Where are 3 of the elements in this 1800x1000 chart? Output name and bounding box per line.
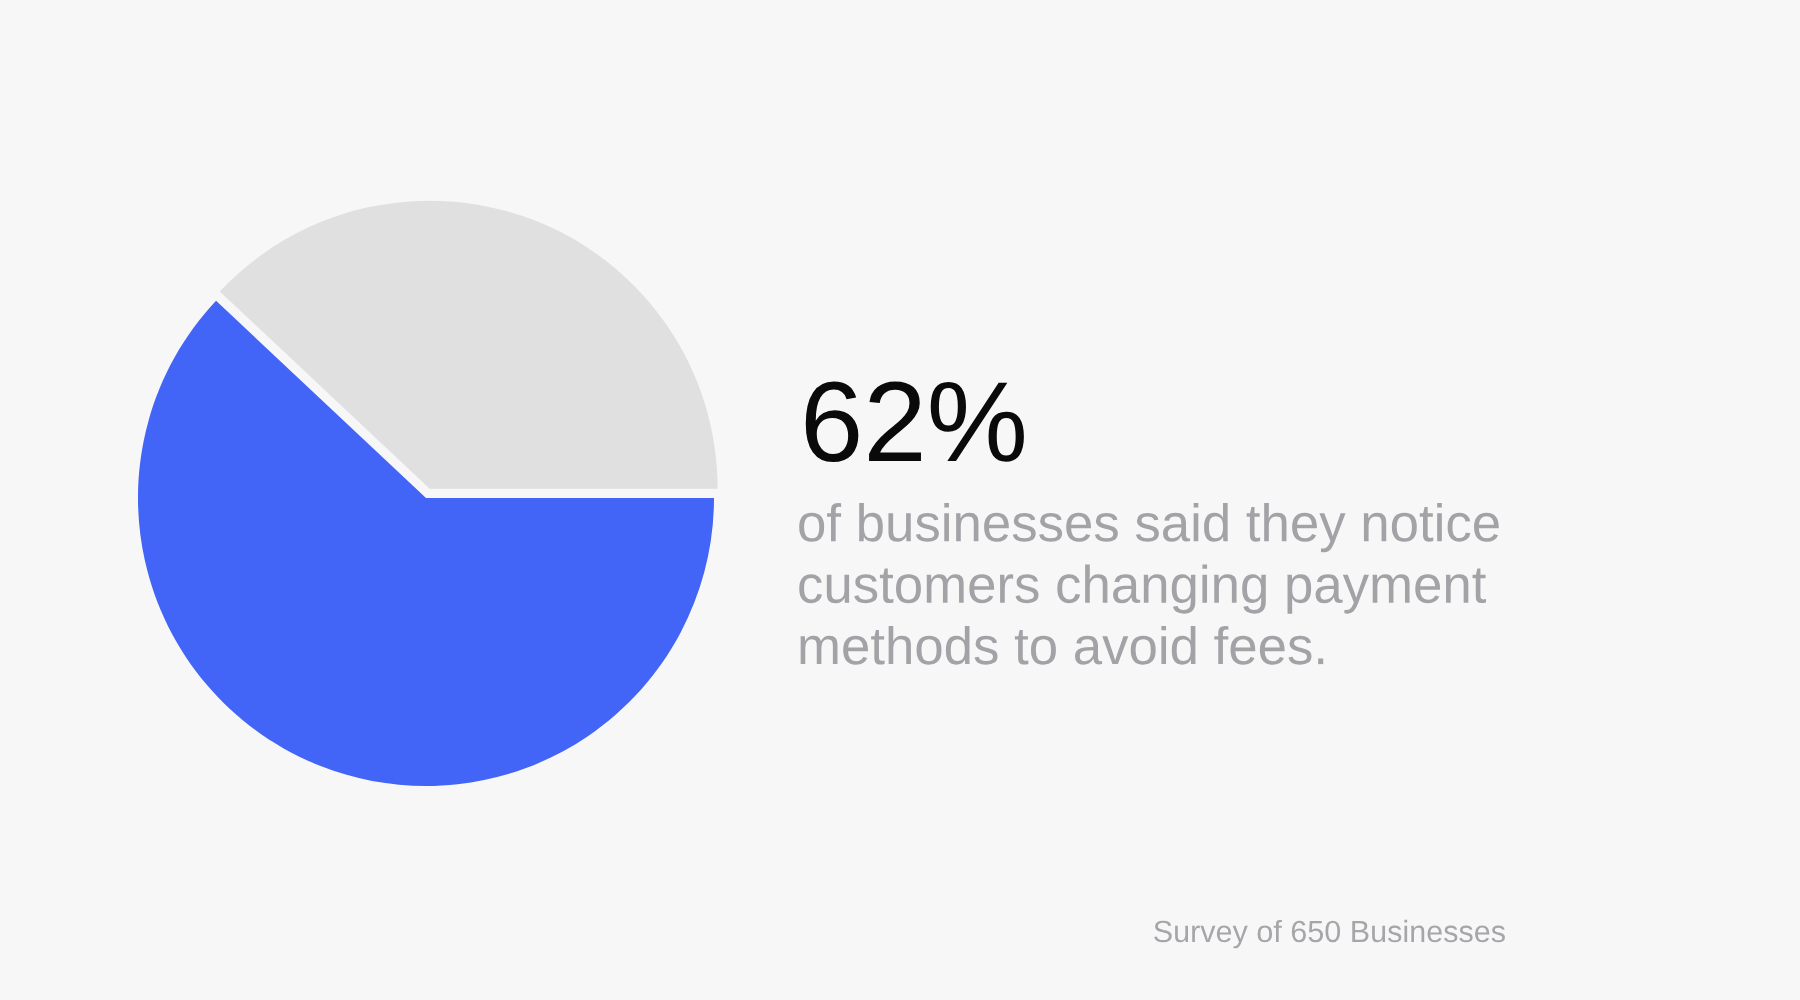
text: 62% xyxy=(805,381,1024,463)
text: Survey of 650 Businesses xyxy=(1154,919,1505,949)
text: of businesses said they notice customers changing payment methods to avoid fees. xyxy=(799,503,1499,665)
